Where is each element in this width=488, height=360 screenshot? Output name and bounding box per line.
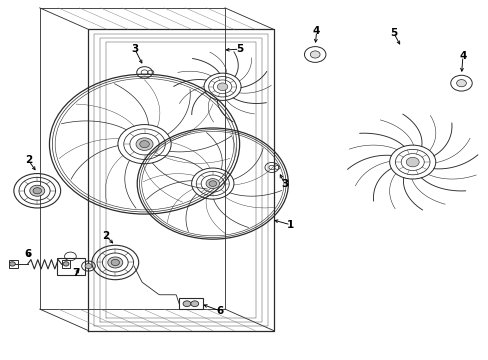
- Text: 6: 6: [25, 248, 32, 258]
- Circle shape: [217, 83, 227, 91]
- Circle shape: [310, 51, 320, 58]
- Circle shape: [33, 188, 41, 194]
- Bar: [9, 260, 18, 268]
- Circle shape: [183, 301, 190, 307]
- Circle shape: [107, 257, 122, 268]
- Text: 3: 3: [131, 44, 138, 54]
- Circle shape: [63, 262, 69, 266]
- Circle shape: [111, 260, 119, 266]
- Text: 2: 2: [25, 155, 32, 165]
- Circle shape: [85, 264, 92, 269]
- Circle shape: [136, 138, 153, 150]
- Circle shape: [406, 157, 418, 167]
- Circle shape: [140, 141, 149, 148]
- Text: 4: 4: [458, 51, 466, 61]
- Circle shape: [205, 179, 219, 189]
- Text: 4: 4: [312, 26, 320, 36]
- Text: 7: 7: [72, 268, 80, 278]
- Text: 5: 5: [236, 44, 243, 54]
- Circle shape: [208, 181, 216, 186]
- Text: 5: 5: [389, 28, 397, 38]
- Bar: [57, 258, 85, 275]
- Circle shape: [190, 301, 198, 307]
- Text: 1: 1: [286, 220, 294, 230]
- Bar: [179, 298, 202, 310]
- Circle shape: [456, 80, 466, 87]
- Bar: [61, 260, 70, 268]
- Text: 3: 3: [280, 179, 287, 189]
- Text: 6: 6: [216, 306, 224, 316]
- Text: 2: 2: [102, 231, 109, 240]
- Circle shape: [30, 185, 45, 196]
- Circle shape: [9, 262, 15, 266]
